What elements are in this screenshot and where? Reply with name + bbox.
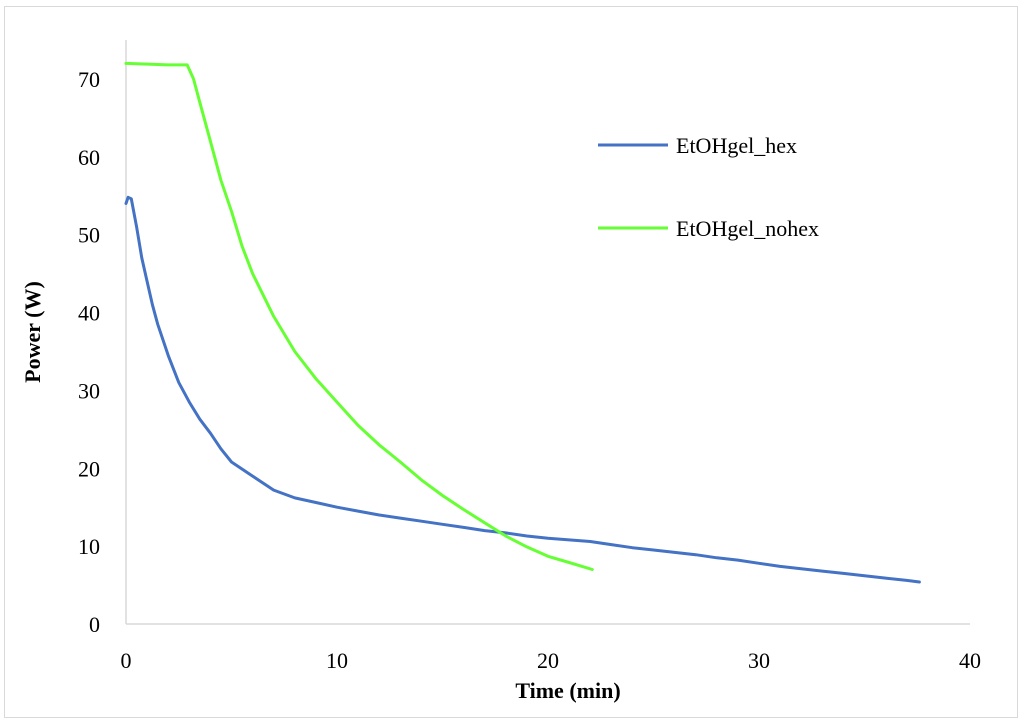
y-tick-label: 60 [78, 145, 100, 170]
series-layer [124, 61, 921, 584]
legend-label: EtOHgel_hex [676, 133, 797, 158]
x-tick-label: 10 [326, 648, 348, 673]
series-line-EtOHgel_hex [124, 195, 921, 584]
y-tick-label: 40 [78, 301, 100, 326]
x-axis-ticks: 0 10 20 30 40 [121, 648, 982, 673]
x-tick-label: 30 [748, 648, 770, 673]
y-tick-label: 30 [78, 378, 100, 403]
y-tick-label: 20 [78, 456, 100, 481]
y-tick-label: 10 [78, 534, 100, 559]
y-axis-ticks: 0 10 20 30 40 50 60 70 [78, 67, 100, 637]
y-axis-title: Power (W) [20, 281, 45, 383]
legend: EtOHgel_hex EtOHgel_nohex [598, 133, 819, 241]
legend-label: EtOHgel_nohex [676, 216, 819, 241]
chart-frame [4, 6, 1018, 718]
y-tick-label: 70 [78, 67, 100, 92]
x-axis-title: Time (min) [515, 678, 620, 703]
x-tick-label: 20 [537, 648, 559, 673]
y-tick-label: 0 [89, 612, 100, 637]
x-tick-label: 40 [959, 648, 981, 673]
series-line-EtOHgel_nohex [124, 61, 594, 571]
x-tick-label: 0 [121, 648, 132, 673]
y-tick-label: 50 [78, 223, 100, 248]
